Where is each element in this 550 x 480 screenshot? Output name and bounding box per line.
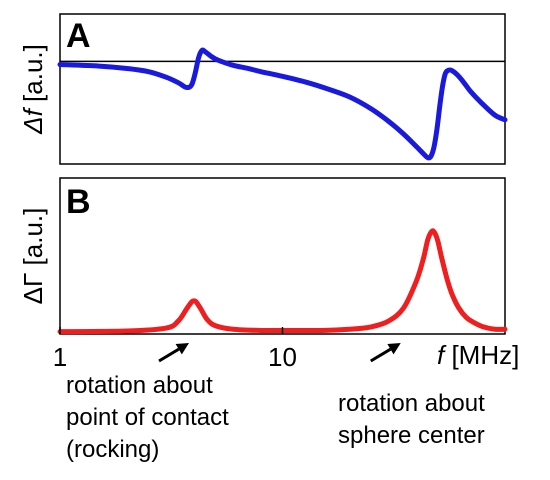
annotation-rocking-arrowhead — [175, 343, 190, 355]
panel-a-ylabel-symbol: Δf — [18, 106, 48, 134]
panel-b: B ΔΓ [a.u.] 1 10 f [MHz] rotation about p… — [18, 177, 519, 463]
x-axis-label-symbol: f — [437, 340, 447, 370]
panel-b-x-ticks: 1 10 — [53, 327, 297, 372]
panel-b-series-line — [57, 228, 508, 335]
annotation-rocking-arrow — [158, 347, 180, 363]
panel-b-ylabel-symbol: ΔΓ — [18, 273, 48, 305]
annotation-rocking-line-3: (rocking) — [66, 436, 159, 463]
annotation-sphere-center: rotation about sphere center — [338, 343, 485, 449]
panel-b-label: B — [66, 183, 91, 221]
panel-b-frame — [59, 177, 506, 335]
x-tick-label: 1 — [53, 342, 67, 372]
x-axis-label-unit: [MHz] — [444, 340, 519, 370]
annotation-sphere-line-1: rotation about — [338, 390, 485, 417]
panel-a-label: A — [66, 17, 91, 55]
panel-a-frame — [59, 13, 506, 165]
annotation-rocking-line-2: point of contact — [66, 404, 229, 431]
x-tick-label: 10 — [268, 342, 297, 372]
panel-b-ylabel-unit: [a.u.] — [18, 208, 48, 273]
panel-b-ylabel: ΔΓ [a.u.] — [18, 208, 48, 305]
panel-a-ylabel: Δf [a.u.] — [18, 44, 48, 135]
panel-a: A Δf [a.u.] — [18, 13, 508, 165]
annotation-rocking: rotation about point of contact (rocking… — [66, 343, 229, 463]
annotation-sphere-arrow — [369, 347, 392, 363]
panel-a-ylabel-unit: [a.u.] — [18, 44, 48, 109]
x-axis-label: f [MHz] — [437, 340, 519, 370]
annotation-rocking-line-1: rotation about — [66, 372, 213, 399]
annotation-sphere-arrowhead — [387, 343, 401, 355]
panel-a-series-line — [57, 47, 508, 161]
annotation-sphere-line-2: sphere center — [338, 422, 485, 449]
